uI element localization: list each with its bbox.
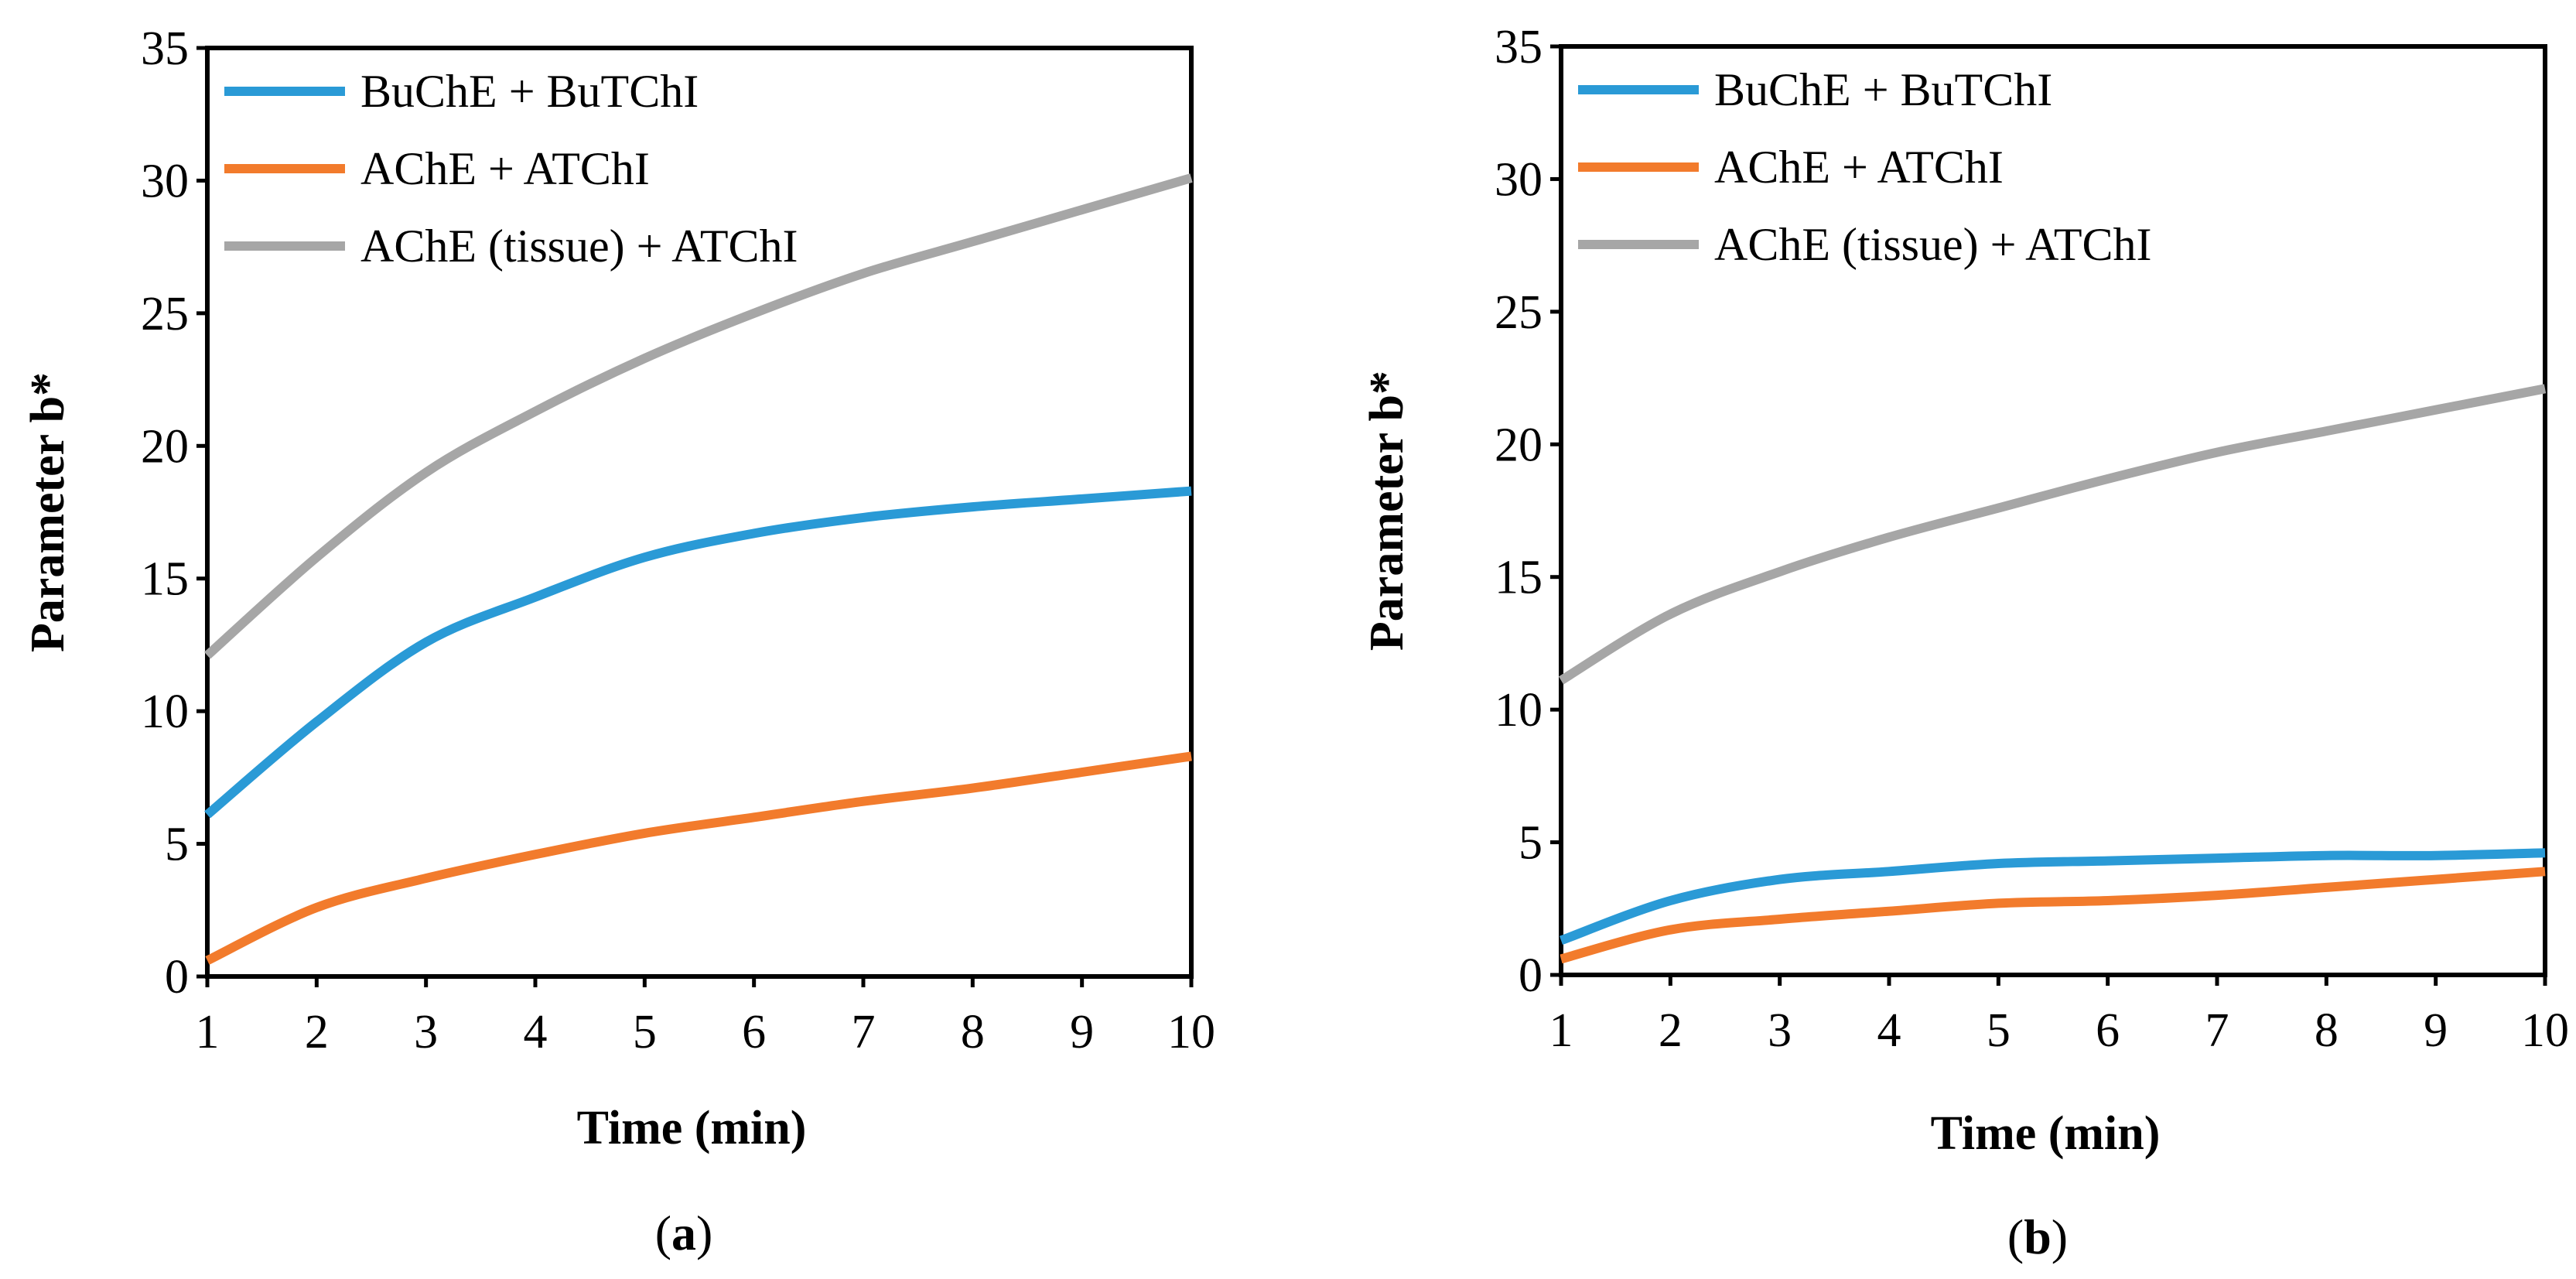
panel-label: (a) [655,1205,713,1260]
x-tick-label: 9 [1070,1006,1094,1058]
legend-label-1: BuChE + BuTChI [360,66,699,117]
y-tick-label: 30 [1495,153,1543,206]
x-tick-label: 10 [2521,1004,2569,1057]
x-axis-title: Time (min) [577,1102,807,1154]
x-tick-label: 6 [2096,1004,2120,1057]
y-tick-label: 0 [165,951,189,1004]
y-tick-label: 15 [141,553,189,606]
y-tick-label: 5 [1519,817,1543,870]
legend-label-2: AChE + ATChI [1714,142,2004,193]
x-tick-label: 4 [524,1006,548,1058]
chart-panel-b: 0 5 10 15 20 25 30 35 1 2 3 4 5 6 7 8 9 10 Time (min) Param… [1361,21,2569,1264]
legend-label-3: AChE (tissue) + ATChI [360,221,798,272]
series-line-2 [1560,867,2546,964]
series-line-3 [1558,384,2547,685]
x-tick-label: 7 [852,1006,876,1058]
x-tick-label: 3 [1768,1004,1792,1057]
x-tick-label: 1 [196,1006,220,1058]
x-tick-label: 4 [1877,1004,1901,1057]
chart-panel-a: 0 5 10 15 20 25 30 35 1 2 3 4 5 6 7 8 9 10 Time (min) Param… [22,22,1215,1260]
series-line-1 [1559,848,2546,946]
y-tick-label: 5 [165,819,189,871]
panel-label: (b) [2007,1209,2068,1264]
x-tick-label: 9 [2424,1004,2448,1057]
series-line-2 [205,751,1192,965]
y-tick-label: 20 [141,420,189,473]
x-tick-label: 3 [414,1006,438,1058]
y-tick-label: 10 [1495,684,1543,737]
y-tick-label: 15 [1495,552,1543,604]
series-line-3 [204,173,1193,659]
y-tick-label: 0 [1519,949,1543,1002]
y-tick-label: 35 [1495,21,1543,74]
legend-label-3: AChE (tissue) + ATChI [1714,219,2152,270]
y-tick-label: 35 [141,22,189,75]
series-line-1 [204,486,1192,819]
plot-frame [1559,44,2547,977]
x-tick-label: 5 [1987,1004,2011,1057]
x-tick-label: 6 [742,1006,766,1058]
y-tick-label: 10 [141,686,189,738]
legend-label-2: AChE + ATChI [360,143,650,194]
x-tick-label: 8 [2315,1004,2339,1057]
x-tick-label: 5 [633,1006,657,1058]
x-tick-label: 7 [2205,1004,2229,1057]
x-tick-label: 1 [1549,1004,1573,1057]
y-tick-label: 25 [141,288,189,340]
x-tick-label: 2 [1659,1004,1683,1057]
legend-label-1: BuChE + BuTChI [1714,64,2052,115]
x-tick-label: 2 [305,1006,329,1058]
y-tick-label: 25 [1495,286,1543,339]
plot-frame [205,46,1194,979]
y-axis-title: Parameter b* [1361,371,1413,651]
y-axis-title: Parameter b* [22,372,74,652]
x-axis-title: Time (min) [1931,1107,2161,1160]
y-tick-label: 30 [141,155,189,207]
x-tick-label: 8 [961,1006,985,1058]
y-tick-label: 20 [1495,419,1543,471]
x-tick-label: 10 [1167,1006,1215,1058]
